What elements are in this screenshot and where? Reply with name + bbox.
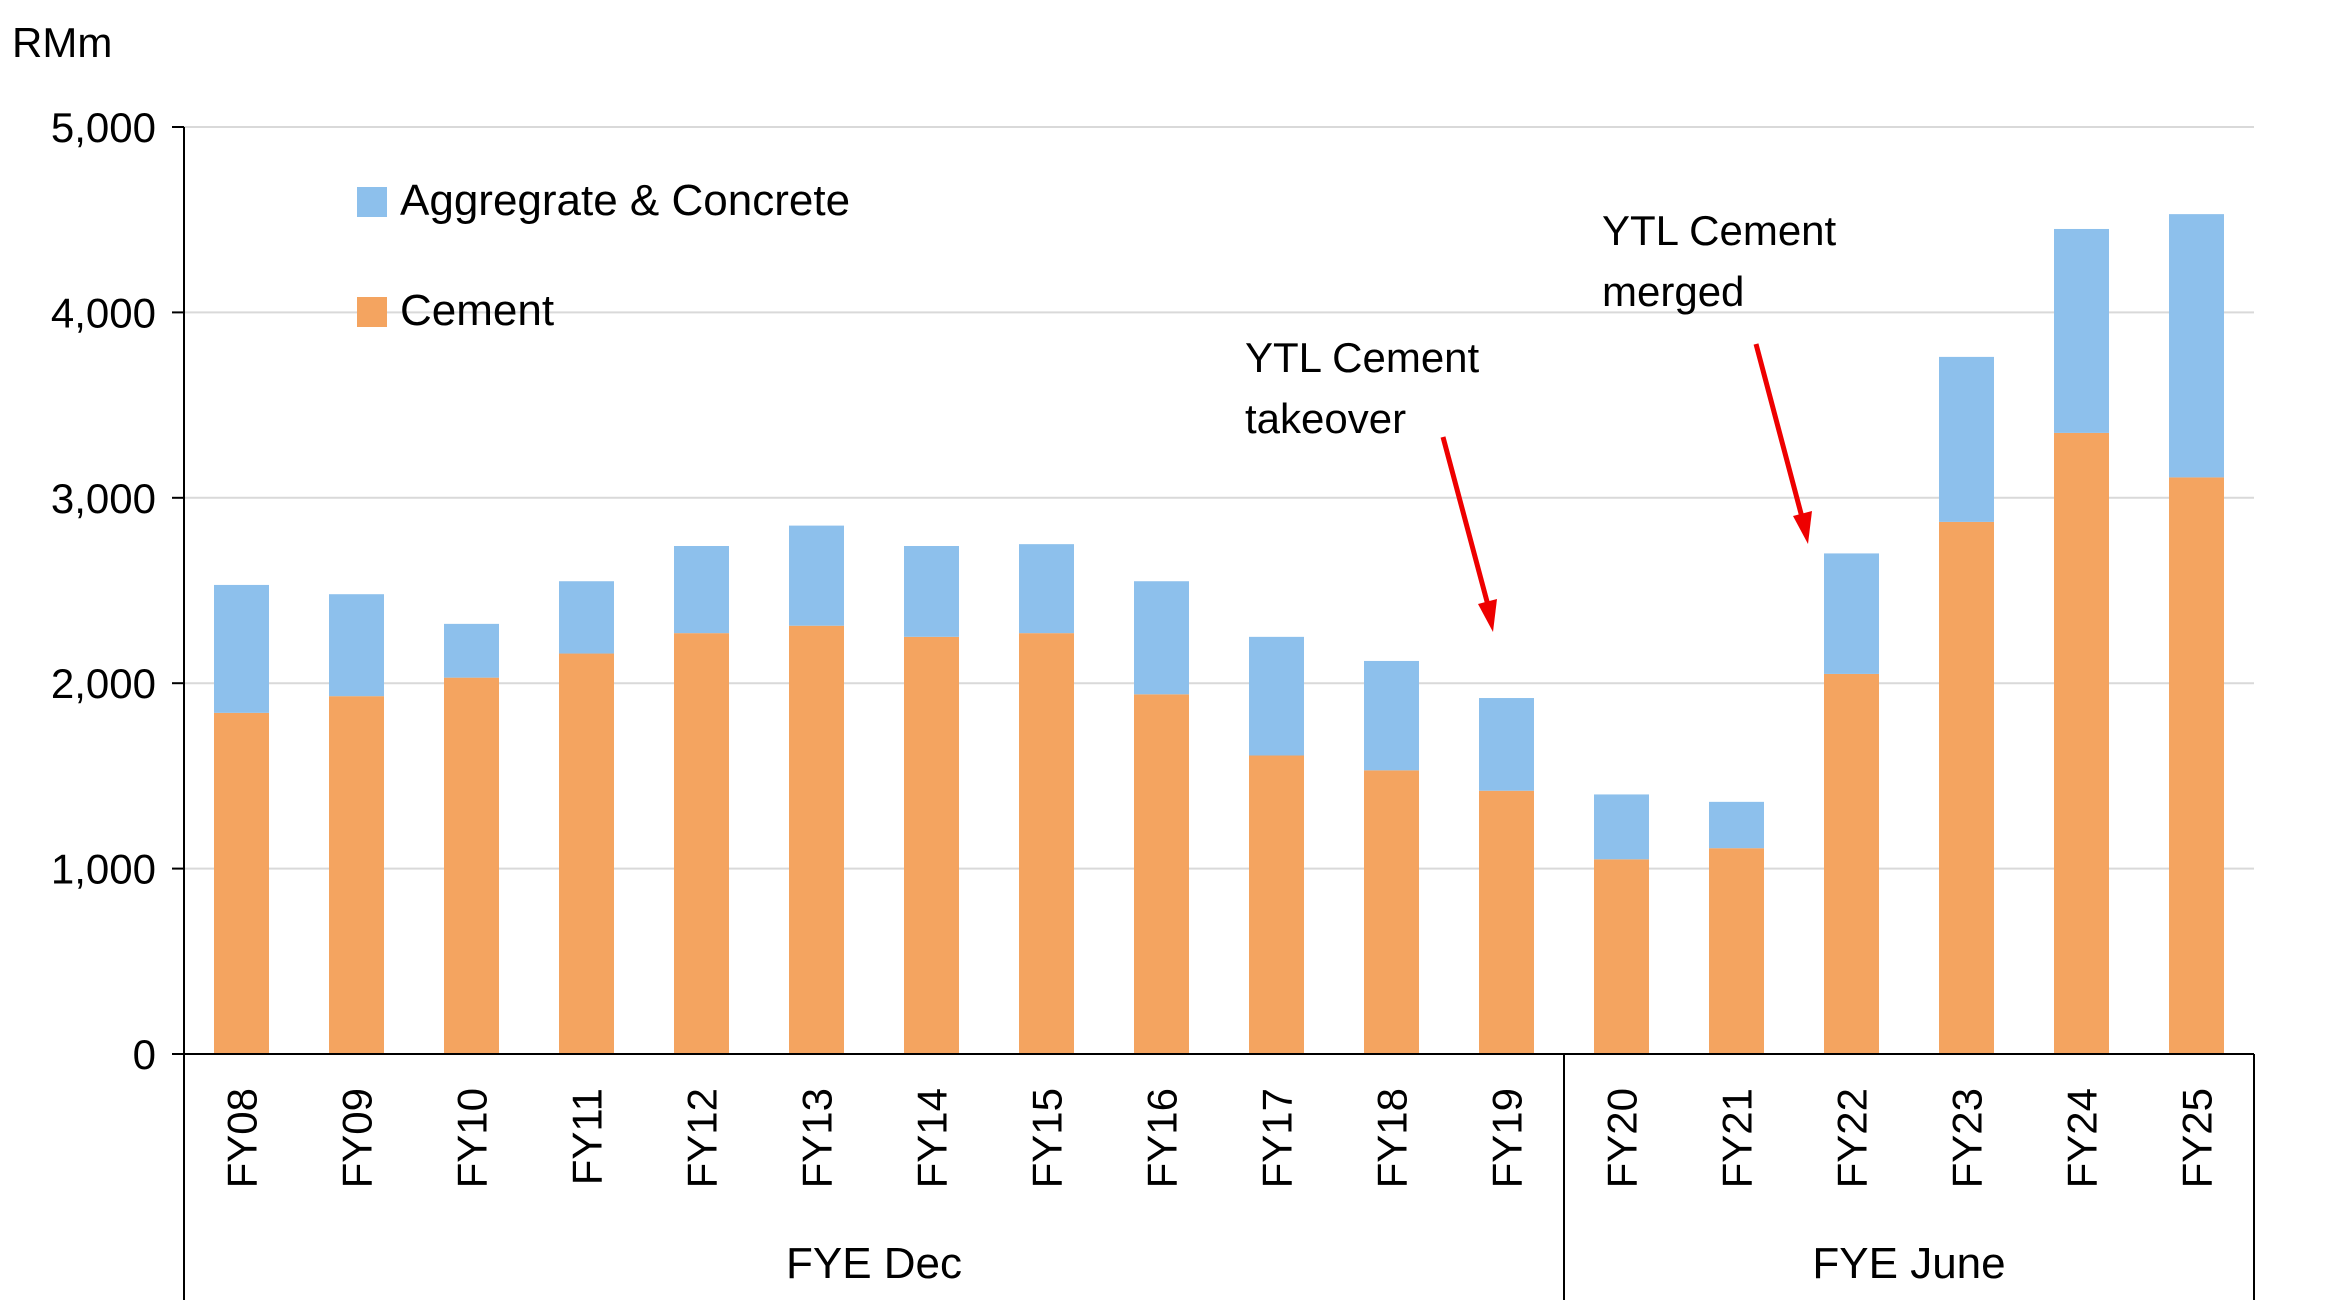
x-tick-label: FY13 — [794, 1088, 841, 1188]
bar-cement-fy11 — [559, 653, 614, 1054]
x-tick-label: FY21 — [1714, 1088, 1761, 1188]
bar-cement-fy23 — [1939, 521, 1994, 1054]
bar-aggregate-fy13 — [789, 525, 844, 626]
y-tick-label: 3,000 — [51, 475, 156, 522]
x-tick-label: FY11 — [564, 1088, 611, 1185]
bar-cement-fy25 — [2169, 477, 2224, 1054]
bar-aggregate-fy10 — [444, 623, 499, 678]
bar-aggregate-fy24 — [2054, 228, 2109, 433]
y-tick-labels: 0 1,000 2,000 3,000 4,000 5,000 — [51, 104, 184, 1078]
y-tick-label: 0 — [133, 1031, 156, 1078]
bar-aggregate-fy15 — [1019, 544, 1074, 634]
y-tick-label: 5,000 — [51, 104, 156, 151]
legend-label-aggregate: Aggregrate & Concrete — [400, 176, 850, 225]
group-label: FYE June — [1812, 1239, 2005, 1288]
bar-cement-fy08 — [214, 712, 269, 1054]
bar-cement-fy15 — [1019, 633, 1074, 1054]
annotation-takeover-arrow — [1440, 436, 1492, 610]
bar-cement-fy21 — [1709, 848, 1764, 1054]
x-tick-label: FY12 — [679, 1088, 726, 1188]
bars — [214, 214, 2224, 1054]
bar-cement-fy09 — [329, 696, 384, 1054]
x-tick-label: FY24 — [2059, 1088, 2106, 1188]
y-unit-label: RMm — [12, 19, 112, 66]
x-tick-label: FY10 — [449, 1088, 496, 1188]
bar-aggregate-fy11 — [559, 581, 614, 654]
bar-aggregate-fy25 — [2169, 214, 2224, 478]
x-tick-label: FY17 — [1254, 1088, 1301, 1188]
annotation-takeover-line1: YTL Cement — [1245, 334, 1480, 381]
bar-cement-fy24 — [2054, 432, 2109, 1054]
bar-aggregate-fy18 — [1364, 660, 1419, 771]
x-tick-label: FY23 — [1944, 1088, 1991, 1188]
bar-aggregate-fy14 — [904, 546, 959, 637]
annotation-merged-arrowhead — [1793, 511, 1812, 544]
x-tick-label: FY22 — [1829, 1088, 1876, 1188]
bar-cement-fy22 — [1824, 673, 1879, 1054]
category-groups: FYE Dec FYE June — [183, 1054, 2255, 1300]
annotation-merged-line1: YTL Cement — [1602, 207, 1837, 254]
bar-aggregate-fy23 — [1939, 356, 1994, 522]
y-tick-label: 4,000 — [51, 289, 156, 336]
bar-cement-fy10 — [444, 677, 499, 1054]
bar-aggregate-fy22 — [1824, 553, 1879, 674]
bar-aggregate-fy17 — [1249, 636, 1304, 756]
bar-aggregate-fy16 — [1134, 581, 1189, 695]
x-tick-label: FY14 — [909, 1088, 956, 1188]
annotation-takeover-line2: takeover — [1245, 395, 1406, 442]
x-tick-label: FY20 — [1599, 1088, 1646, 1188]
x-tick-label: FY25 — [2174, 1088, 2221, 1188]
bar-aggregate-fy20 — [1594, 794, 1649, 860]
bar-cement-fy17 — [1249, 755, 1304, 1054]
bar-cement-fy20 — [1594, 859, 1649, 1054]
legend-swatch-aggregate — [357, 187, 387, 217]
bar-cement-fy14 — [904, 636, 959, 1054]
bar-cement-fy18 — [1364, 770, 1419, 1054]
annotation-merged-line2: merged — [1602, 268, 1744, 315]
bar-cement-fy12 — [674, 633, 729, 1054]
x-tick-label: FY09 — [334, 1088, 381, 1188]
annotation-merged-arrow — [1753, 343, 1806, 522]
bar-aggregate-fy08 — [214, 584, 269, 713]
x-tick-label: FY08 — [219, 1088, 266, 1188]
bar-cement-fy13 — [789, 625, 844, 1054]
y-tick-label: 1,000 — [51, 846, 156, 893]
annotation-takeover-arrowhead — [1478, 599, 1497, 632]
x-tick-label: FY18 — [1369, 1088, 1416, 1188]
legend-label-cement: Cement — [400, 286, 554, 335]
annotations: YTL Cement takeover YTL Cement merged — [1245, 207, 1837, 632]
bar-aggregate-fy12 — [674, 546, 729, 634]
legend: Aggregrate & Concrete Cement — [357, 176, 850, 335]
bar-cement-fy16 — [1134, 694, 1189, 1054]
x-tick-label: FY19 — [1484, 1088, 1531, 1188]
group-label: FYE Dec — [786, 1239, 962, 1288]
axes — [183, 127, 2254, 1055]
legend-swatch-cement — [357, 297, 387, 327]
bar-aggregate-fy21 — [1709, 801, 1764, 849]
bar-aggregate-fy19 — [1479, 698, 1534, 791]
y-tick-label: 2,000 — [51, 660, 156, 707]
bar-cement-fy19 — [1479, 790, 1534, 1054]
x-tick-label: FY15 — [1024, 1088, 1071, 1188]
x-tick-labels: FY08 FY09 FY10 FY11 FY12 FY13 FY14 FY15 FY16 FY17… — [219, 1088, 2221, 1188]
bar-aggregate-fy09 — [329, 594, 384, 697]
x-tick-label: FY16 — [1139, 1088, 1186, 1188]
gridlines — [184, 126, 2254, 870]
